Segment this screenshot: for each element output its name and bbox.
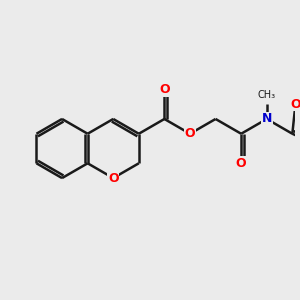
Text: O: O	[159, 83, 170, 96]
Text: O: O	[185, 127, 195, 140]
Text: CH₃: CH₃	[258, 90, 276, 100]
Text: O: O	[236, 157, 247, 170]
Text: O: O	[290, 98, 300, 111]
Text: O: O	[108, 172, 119, 184]
Text: N: N	[262, 112, 272, 125]
